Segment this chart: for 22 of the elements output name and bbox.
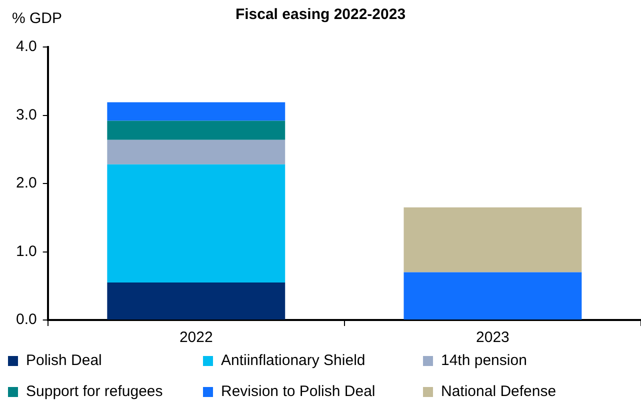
x-tick-label: 2023 [476,329,510,346]
legend-label: Antiinflationary Shield [221,352,366,369]
y-tick-label: 3.0 [16,106,37,124]
bar [404,207,582,272]
legend-label: 14th pension [441,352,527,369]
y-axis-title: % GDP [12,10,62,27]
legend-label: National Defense [441,383,556,400]
y-tick-label: 0.0 [16,311,37,328]
bar [107,282,286,320]
bar [107,102,286,121]
bar [107,164,286,282]
y-tick-label: 2.0 [16,174,37,192]
y-tick-label: 1.0 [16,242,37,260]
x-tick-label: 2022 [179,329,213,346]
legend-label: Revision to Polish Deal [221,383,376,400]
legend-label: Support for refugees [26,383,163,400]
bar [404,272,582,320]
bar [107,140,286,164]
legend-label: Polish Deal [26,352,102,369]
y-tick-label: 4.0 [16,38,37,56]
chart-title: Fiscal easing 2022-2023 [235,6,406,23]
bar [107,120,286,140]
